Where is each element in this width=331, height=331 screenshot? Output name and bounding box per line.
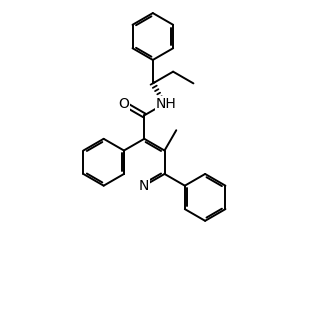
- Text: N: N: [139, 179, 149, 193]
- Text: NH: NH: [156, 97, 176, 111]
- Text: O: O: [118, 97, 129, 111]
